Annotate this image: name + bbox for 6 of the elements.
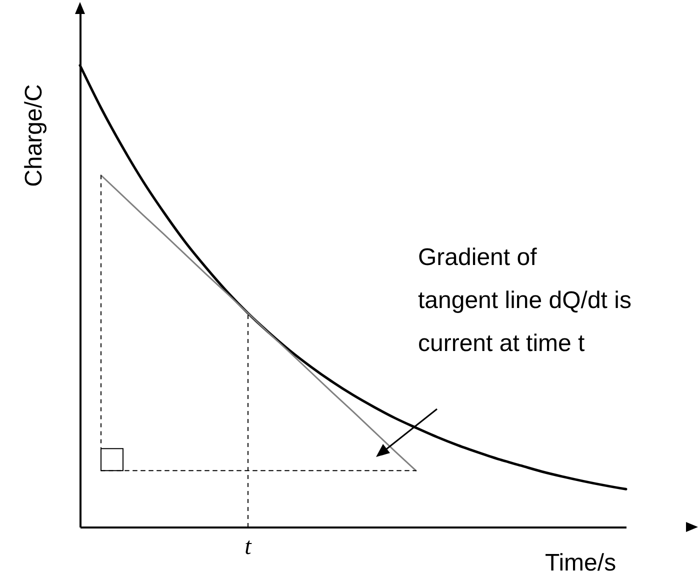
annotation: tangent line dQ/dt is xyxy=(418,286,632,316)
x-axis-title: Time/s xyxy=(544,550,616,576)
text: t xyxy=(244,534,252,560)
annotation: Gradient of xyxy=(418,243,538,273)
y-axis-title: Charge/C xyxy=(20,84,48,187)
annotation: current at time t xyxy=(418,329,586,359)
